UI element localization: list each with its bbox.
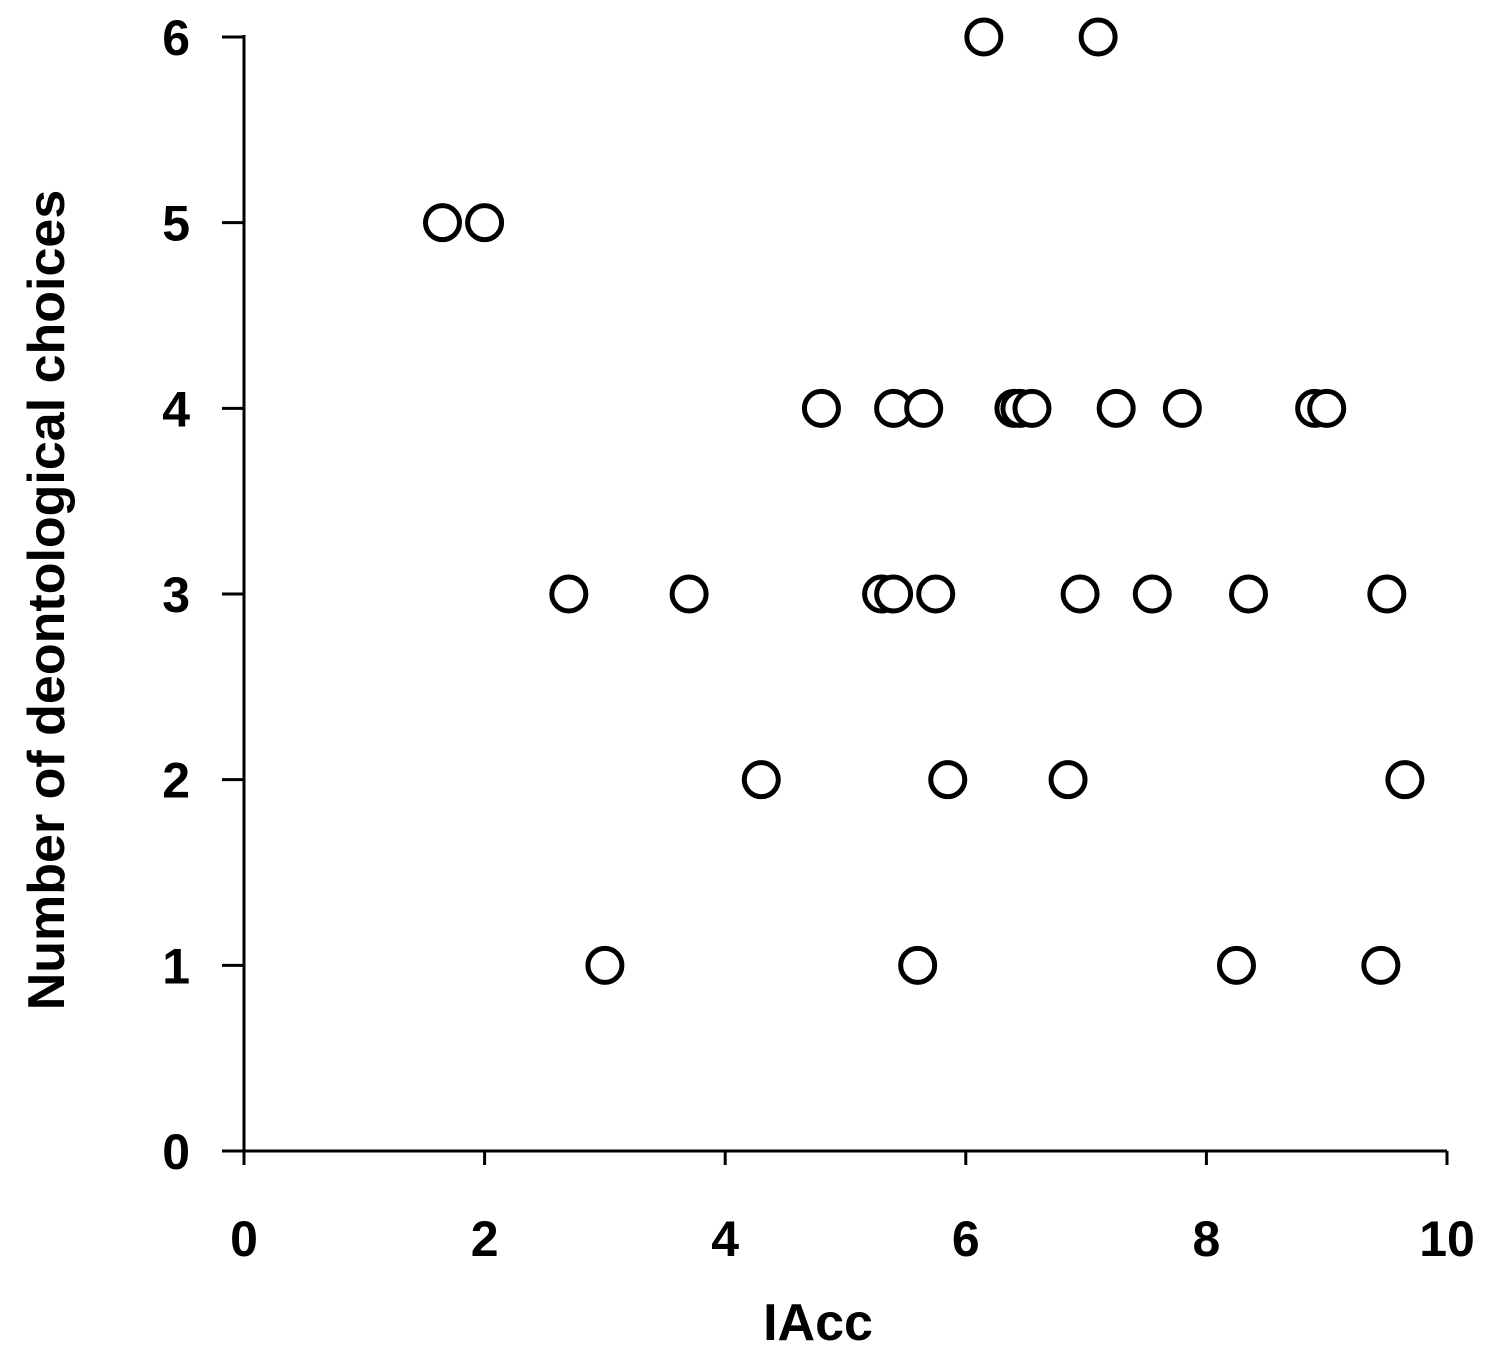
data-point [549, 574, 589, 614]
x-tick-label: 8 [1192, 1211, 1220, 1267]
x-tick-label: 6 [952, 1211, 980, 1267]
data-point [1216, 945, 1256, 985]
data-point [874, 574, 914, 614]
y-tick-label: 4 [162, 381, 190, 437]
data-point [1385, 760, 1425, 800]
data-point [1012, 388, 1052, 428]
data-point [898, 945, 938, 985]
x-tick-label: 10 [1419, 1211, 1475, 1267]
y-tick-label: 0 [162, 1124, 190, 1180]
ticks: 0 1 2 3 4 5 6 0 2 4 6 8 10 [162, 10, 1475, 1267]
x-tick-label: 2 [471, 1211, 499, 1267]
data-point [1367, 574, 1407, 614]
data-point [741, 760, 781, 800]
data-point [801, 388, 841, 428]
y-tick-label: 1 [162, 938, 190, 994]
data-point [1060, 574, 1100, 614]
data-point [585, 945, 625, 985]
data-point [916, 574, 956, 614]
x-tick-label: 4 [711, 1211, 739, 1267]
y-tick-label: 6 [162, 10, 190, 66]
data-point [1307, 388, 1347, 428]
data-point [928, 760, 968, 800]
data-point [1048, 760, 1088, 800]
y-tick-label: 5 [162, 196, 190, 252]
data-point [1229, 574, 1269, 614]
data-point [465, 203, 505, 243]
data-point [1096, 388, 1136, 428]
data-point [422, 203, 462, 243]
data-point [669, 574, 709, 614]
data-point [1361, 945, 1401, 985]
data-point [964, 17, 1004, 57]
x-axis-title: IAcc [763, 1294, 873, 1352]
data-points [422, 17, 1425, 985]
y-tick-label: 3 [162, 567, 190, 623]
data-point [1132, 574, 1172, 614]
y-tick-label: 2 [162, 753, 190, 809]
y-axis-title: Number of deontological choices [18, 190, 76, 1011]
data-point [1078, 17, 1118, 57]
x-tick-label: 0 [230, 1211, 258, 1267]
data-point [1162, 388, 1202, 428]
data-point [904, 388, 944, 428]
